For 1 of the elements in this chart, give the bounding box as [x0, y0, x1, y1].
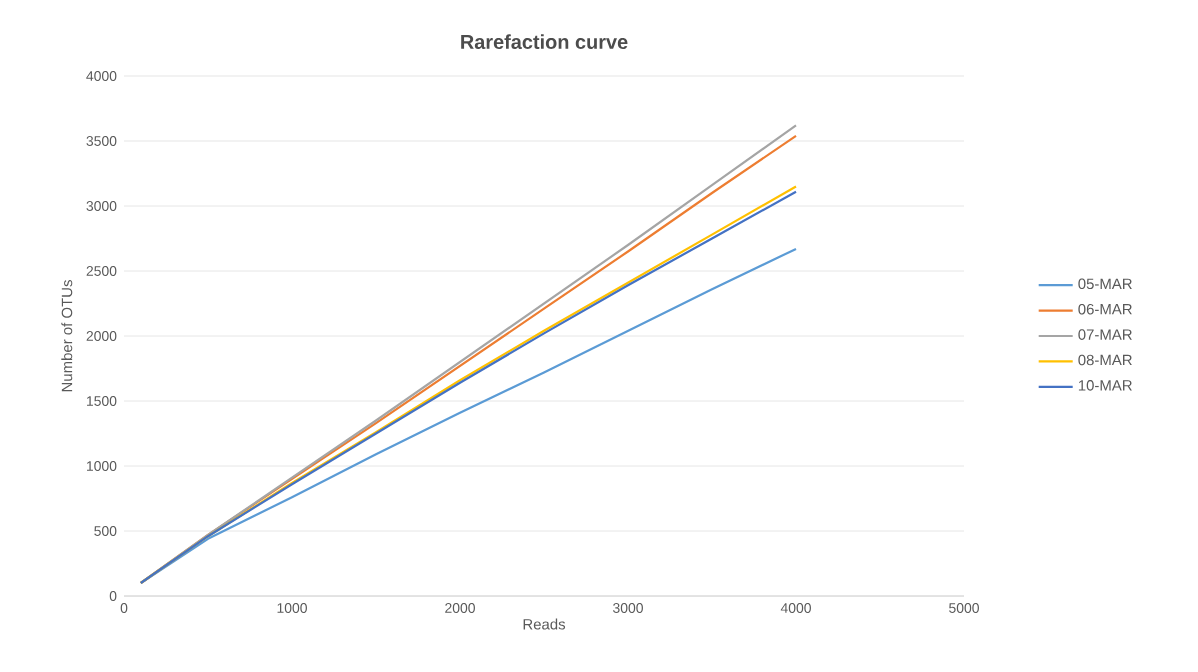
- chart-title: Rarefaction curve: [461, 34, 628, 49]
